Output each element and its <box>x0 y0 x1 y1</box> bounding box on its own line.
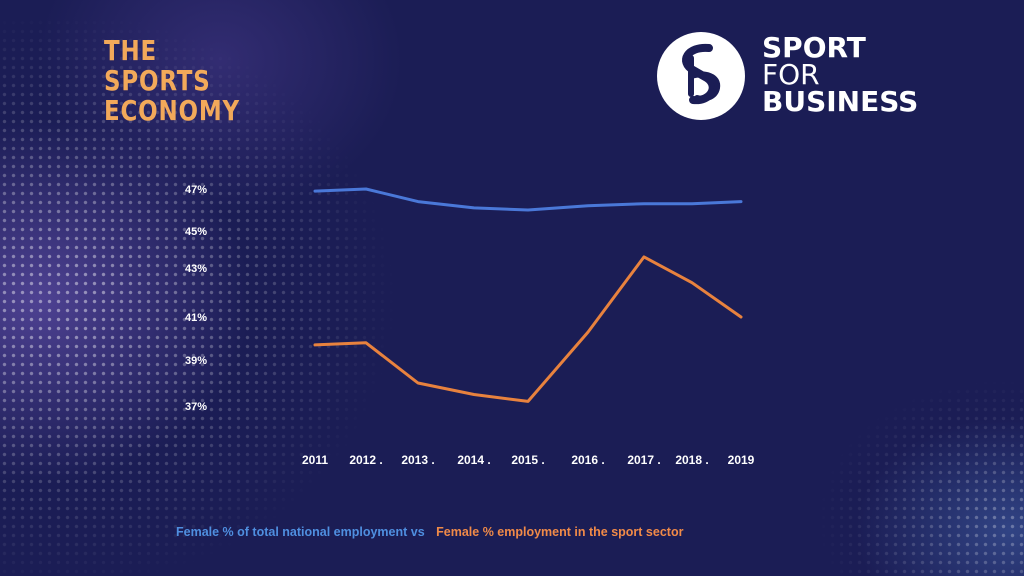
y-tick-label-5: 37% <box>185 401 207 413</box>
x-tick-label-4: 2015 . <box>511 453 544 467</box>
sport-for-business-wordmark: SPORT FOR BUSINESS <box>762 31 919 118</box>
x-tick-label-2: 2013 . <box>401 453 434 467</box>
x-axis-ticks: 2011 2012 . 2013 . 2014 . 2015 . 2016 . 2017 .… <box>302 453 755 467</box>
series-line-1 <box>313 255 743 403</box>
x-tick-label-6: 2017 . <box>627 453 660 467</box>
series-lines <box>313 187 743 403</box>
the-sports-economy-logo: THE SPORTS ECONOMY <box>104 36 240 126</box>
brand-line-3: ECONOMY <box>104 94 241 127</box>
brand-line-1: THE <box>104 34 158 67</box>
x-tick-label-7: 2018 . <box>675 453 708 467</box>
y-tick-label-0: 47% <box>185 184 207 196</box>
wordmark-business: BUSINESS <box>762 85 919 118</box>
x-tick-label-3: 2014 . <box>457 453 490 467</box>
chart-legend: Female % of total national employment vs… <box>176 525 683 539</box>
x-tick-label-5: 2016 . <box>571 453 604 467</box>
y-tick-label-2: 43% <box>185 263 207 275</box>
x-tick-label-1: 2012 . <box>349 453 382 467</box>
x-tick-label-8: 2019 <box>728 453 755 467</box>
y-tick-label-4: 39% <box>185 355 207 367</box>
y-tick-label-1: 45% <box>185 226 207 238</box>
x-tick-label-0: 2011 <box>302 453 328 467</box>
y-axis-ticks: 47% 45% 43% 41% 39% 37% <box>185 184 207 413</box>
brand-line-2: SPORTS <box>104 64 211 97</box>
series-line-0 <box>313 187 743 212</box>
y-tick-label-3: 41% <box>185 312 207 324</box>
legend-national-employment: Female % of total national employment vs <box>176 525 425 539</box>
wordmark-for: FOR <box>762 58 820 91</box>
legend-sport-sector-employment: Female % employment in the sport sector <box>436 525 684 539</box>
wordmark-sport: SPORT <box>762 31 866 64</box>
sport-for-business-logo-icon <box>657 32 745 120</box>
